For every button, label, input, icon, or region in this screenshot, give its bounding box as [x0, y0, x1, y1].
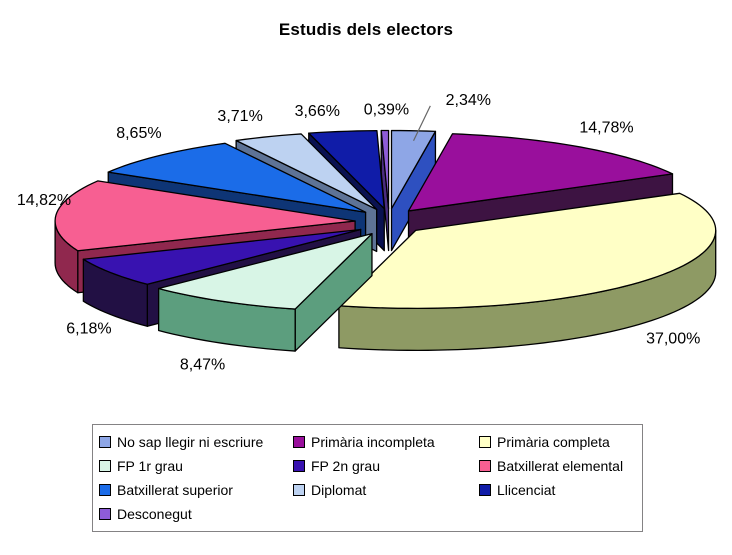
legend-item-primaria-incompleta: Primària incompleta	[293, 434, 479, 450]
batxillerat-elemental-percent-label: 14,82%	[17, 192, 71, 209]
diplomat-percent-label: 3,71%	[217, 108, 262, 125]
batxillerat-superior-slice-top	[107, 142, 367, 213]
legend-item-no-sap-llegir-ni-escriure: No sap llegir ni escriure	[99, 434, 293, 450]
chart-legend: No sap llegir ni escriure Primària incomp…	[92, 424, 643, 532]
no-sap-llegir-ni-escriure-percent-label: 2,34%	[446, 92, 491, 109]
legend-label-fp-2n-grau: FP 2n grau	[311, 458, 381, 474]
primaria-incompleta-percent-label: 14,78%	[579, 120, 633, 137]
legend-swatch-diplomat	[293, 484, 305, 496]
legend-item-diplomat: Diplomat	[293, 482, 479, 498]
no-sap-llegir-ni-escriure-slice-top	[390, 129, 437, 210]
fp-2n-grau-slice-top	[82, 228, 362, 285]
legend-item-fp-1r-grau: FP 1r grau	[99, 458, 293, 474]
legend-label-llicenciat: Llicenciat	[497, 482, 556, 498]
legend-swatch-no-sap-llegir-ni-escriure	[99, 436, 111, 448]
fp-2n-grau-percent-label: 6,18%	[66, 320, 111, 337]
legend-label-primaria-completa: Primària completa	[497, 434, 610, 450]
no-sap-llegir-ni-escriure-leader-line	[412, 105, 431, 142]
batxillerat-superior-percent-label: 8,65%	[116, 125, 161, 142]
legend-swatch-desconegut	[99, 508, 111, 520]
legend-label-primaria-incompleta: Primària incompleta	[311, 434, 435, 450]
legend-swatch-primaria-incompleta	[293, 436, 305, 448]
diplomat-slice-top	[235, 133, 378, 211]
legend-swatch-fp-1r-grau	[99, 460, 111, 472]
batxillerat-elemental-slice-top	[54, 180, 356, 252]
primaria-incompleta-slice-top	[407, 133, 674, 212]
legend-item-llicenciat: Llicenciat	[479, 482, 640, 498]
legend-swatch-fp-2n-grau	[293, 460, 305, 472]
legend-label-fp-1r-grau: FP 1r grau	[117, 458, 183, 474]
legend-label-batxillerat-elemental: Batxillerat elemental	[497, 458, 624, 474]
legend-item-desconegut: Desconegut	[99, 506, 293, 522]
legend-swatch-primaria-completa	[479, 436, 491, 448]
llicenciat-slice-top	[308, 130, 385, 210]
legend-label-diplomat: Diplomat	[311, 482, 367, 498]
desconegut-percent-label: 0,39%	[364, 102, 409, 119]
legend-swatch-batxillerat-superior	[99, 484, 111, 496]
legend-label-desconegut: Desconegut	[117, 506, 192, 522]
legend-item-batxillerat-elemental: Batxillerat elemental	[479, 458, 640, 474]
legend-label-batxillerat-superior: Batxillerat superior	[117, 482, 233, 498]
legend-label-no-sap-llegir-ni-escriure: No sap llegir ni escriure	[117, 434, 264, 450]
fp-1r-grau-slice-top	[157, 233, 373, 310]
chart-title: Estudis dels electors	[278, 20, 454, 39]
desconegut-slice-top	[380, 129, 390, 210]
legend-item-primaria-completa: Primària completa	[479, 434, 640, 450]
legend-item-batxillerat-superior: Batxillerat superior	[99, 482, 293, 498]
llicenciat-percent-label: 3,66%	[295, 103, 340, 120]
legend-swatch-llicenciat	[479, 484, 491, 496]
primaria-completa-slice-top	[338, 192, 717, 310]
legend-item-fp-2n-grau: FP 2n grau	[293, 458, 479, 474]
legend-swatch-batxillerat-elemental	[479, 460, 491, 472]
fp-1r-grau-percent-label: 8,47%	[180, 356, 225, 373]
primaria-completa-percent-label: 37,00%	[646, 330, 700, 347]
